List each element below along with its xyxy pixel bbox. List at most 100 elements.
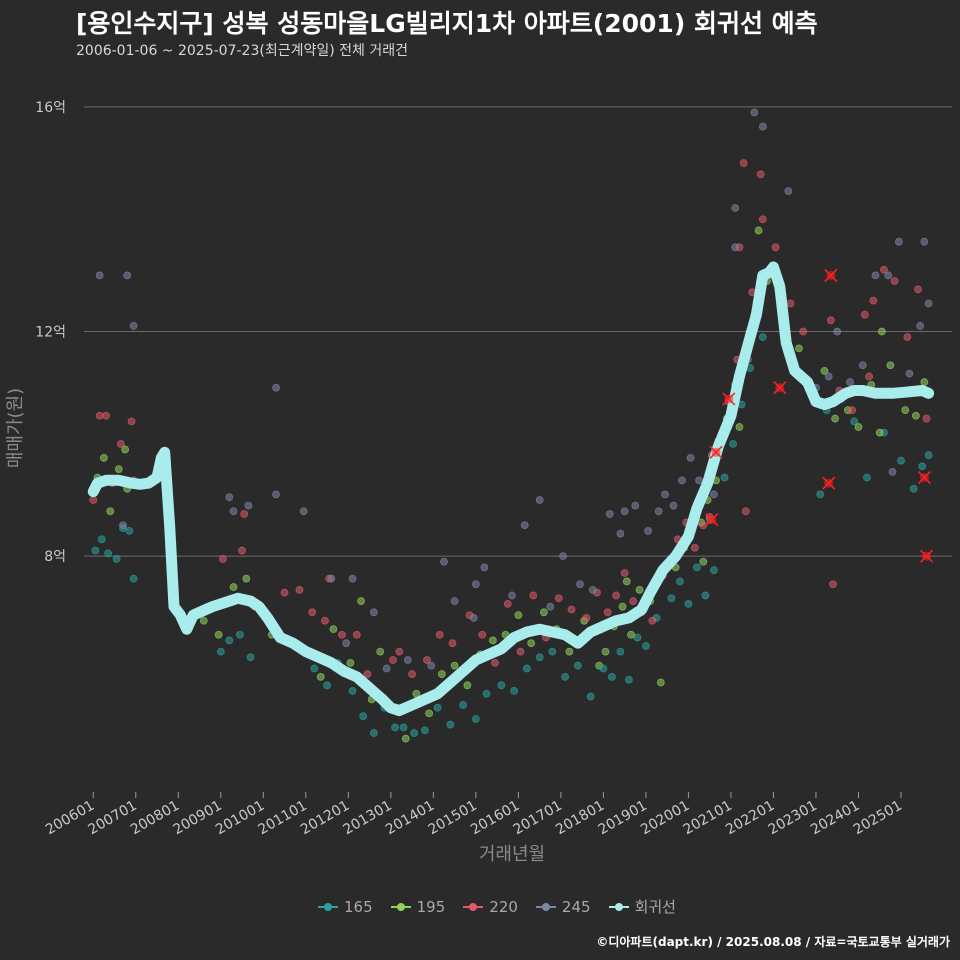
point-245: [225, 493, 234, 502]
point-165: [548, 647, 557, 656]
point-195: [901, 406, 910, 415]
legend-item-165[interactable]: 165: [318, 896, 373, 917]
point-165: [104, 549, 113, 558]
point-165: [758, 333, 767, 342]
point-195: [656, 678, 665, 687]
point-220: [435, 630, 444, 639]
point-195: [886, 361, 895, 370]
point-220: [739, 159, 748, 167]
legend-label-regression: 회귀선: [634, 898, 676, 916]
point-220: [554, 594, 563, 603]
point-165: [497, 681, 506, 690]
grid-lines: [84, 106, 952, 557]
point-220: [102, 411, 110, 420]
point-195: [463, 681, 472, 690]
point-165: [909, 484, 918, 493]
point-220: [567, 605, 576, 614]
point-165: [310, 664, 319, 673]
legend-label-220: 220: [489, 897, 518, 916]
point-220: [741, 507, 750, 516]
point-165: [410, 729, 419, 737]
point-220: [648, 616, 657, 625]
point-245: [654, 507, 663, 516]
point-165: [608, 672, 616, 681]
legend-key-245-icon: [535, 901, 556, 913]
point-220: [89, 496, 98, 504]
cancelled-marker-icon: [722, 392, 736, 406]
legend-item-regression[interactable]: 회귀선: [608, 896, 676, 917]
point-165: [216, 647, 225, 656]
legend-label-165: 165: [344, 897, 373, 916]
point-195: [99, 453, 108, 462]
point-220: [280, 588, 289, 597]
regression-line-layer: [87, 261, 935, 717]
point-245: [119, 521, 127, 530]
point-245: [535, 496, 544, 504]
chart-subtitle: 2006-01-06 ~ 2025-07-23(최근계약일) 전체 거래건: [76, 43, 408, 59]
x-axis-title: 거래년월: [479, 844, 545, 865]
point-195: [437, 670, 446, 678]
point-165: [420, 726, 429, 735]
point-220: [478, 630, 487, 639]
point-220: [690, 543, 699, 552]
point-165: [633, 633, 642, 642]
point-220: [503, 599, 512, 608]
point-195: [565, 647, 574, 656]
point-195: [488, 636, 497, 645]
legend-label-195: 195: [416, 897, 446, 916]
point-165: [246, 653, 255, 662]
point-245: [678, 476, 686, 485]
point-245: [299, 507, 308, 516]
point-165: [236, 630, 244, 639]
point-195: [114, 465, 123, 474]
point-165: [924, 451, 933, 459]
point-245: [342, 639, 351, 648]
point-195: [527, 639, 536, 648]
point-220: [491, 658, 499, 667]
point-195: [316, 672, 325, 681]
point-245: [327, 574, 336, 583]
point-245: [695, 476, 703, 485]
point-245: [95, 271, 104, 280]
point-245: [846, 378, 854, 386]
point-245: [833, 327, 842, 336]
point-245: [480, 563, 489, 572]
point-245: [616, 529, 625, 538]
point-165: [91, 546, 100, 555]
point-220: [865, 372, 874, 381]
point-220: [612, 591, 621, 600]
point-245: [605, 510, 614, 518]
point-245: [382, 664, 391, 673]
legend-item-220[interactable]: 220: [463, 896, 518, 917]
cancelled-markers: [705, 268, 934, 563]
point-195: [820, 366, 829, 375]
point-195: [242, 574, 251, 583]
point-165: [561, 672, 570, 681]
point-245: [905, 369, 914, 378]
point-165: [625, 675, 633, 684]
point-165: [323, 681, 331, 690]
legend-item-195[interactable]: 195: [390, 896, 446, 917]
point-195: [627, 630, 635, 639]
legend-item-245[interactable]: 245: [535, 896, 591, 917]
point-195: [875, 428, 884, 437]
point-245: [644, 526, 652, 535]
point-165: [720, 473, 729, 482]
point-165: [125, 526, 134, 535]
point-195: [831, 414, 839, 423]
point-165: [863, 473, 871, 482]
point-220: [516, 647, 525, 656]
y-axis-ticks: 8억 12억 16억: [35, 100, 66, 565]
x-tick-label: 202501: [851, 798, 905, 839]
point-220: [629, 597, 638, 605]
point-245: [469, 614, 478, 622]
source-caption: ©디아파트(dapt.kr) / 2025.08.08 / 자료=국토교통부 실…: [596, 935, 950, 949]
point-195: [911, 411, 920, 420]
point-245: [669, 501, 678, 510]
point-195: [699, 557, 708, 566]
point-165: [676, 577, 684, 586]
point-245: [758, 122, 767, 131]
point-220: [799, 327, 808, 336]
point-220: [880, 265, 888, 274]
